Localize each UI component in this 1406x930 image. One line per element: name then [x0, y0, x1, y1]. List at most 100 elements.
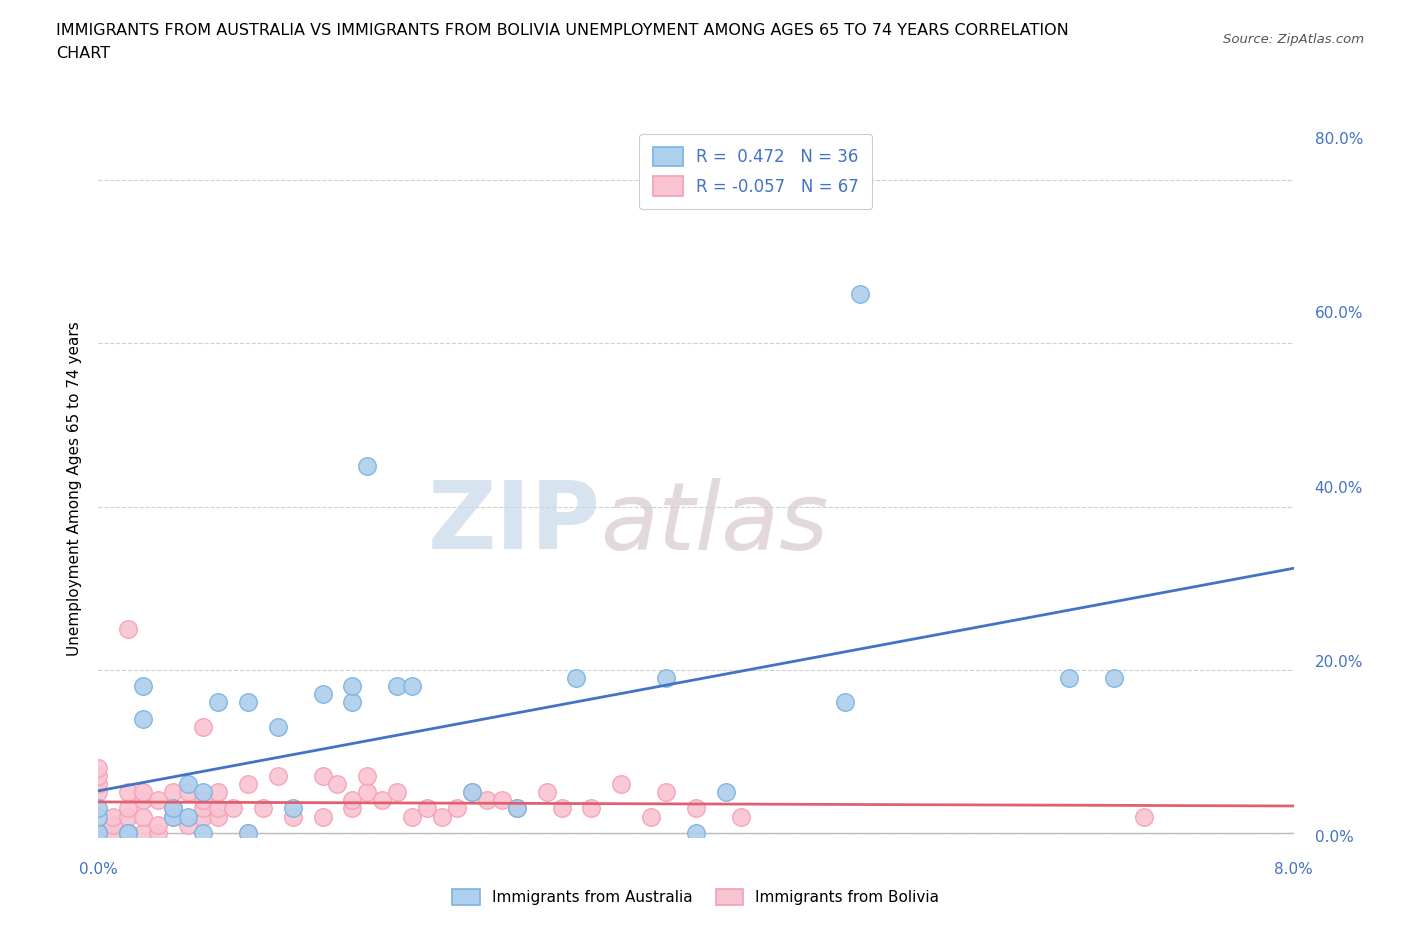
- Point: [610, 777, 633, 791]
- Point: [385, 679, 409, 694]
- Point: [834, 695, 856, 710]
- Point: [177, 809, 200, 824]
- Point: [356, 785, 378, 800]
- Point: [207, 801, 229, 816]
- Point: [311, 686, 333, 701]
- Point: [207, 695, 229, 710]
- Point: [430, 809, 453, 824]
- Point: [132, 809, 155, 824]
- Point: [236, 695, 259, 710]
- Point: [461, 785, 484, 800]
- Point: [281, 801, 304, 816]
- Point: [132, 679, 155, 694]
- Point: [117, 826, 139, 841]
- Legend: Immigrants from Australia, Immigrants from Bolivia: Immigrants from Australia, Immigrants fr…: [444, 882, 948, 913]
- Point: [103, 817, 125, 832]
- Point: [236, 777, 259, 791]
- Point: [87, 760, 110, 775]
- Point: [87, 785, 110, 800]
- Point: [385, 785, 409, 800]
- Point: [132, 785, 155, 800]
- Point: [191, 720, 214, 735]
- Point: [87, 801, 110, 816]
- Point: [236, 826, 259, 841]
- Point: [401, 809, 423, 824]
- Text: ZIP: ZIP: [427, 477, 600, 569]
- Y-axis label: Unemployment Among Ages 65 to 74 years: Unemployment Among Ages 65 to 74 years: [67, 321, 83, 656]
- Point: [117, 621, 139, 636]
- Point: [87, 826, 110, 841]
- Point: [191, 826, 214, 841]
- Point: [132, 826, 155, 841]
- Point: [356, 768, 378, 783]
- Point: [475, 793, 498, 808]
- Point: [446, 801, 468, 816]
- Point: [87, 826, 110, 841]
- Point: [177, 785, 200, 800]
- Point: [162, 785, 184, 800]
- Point: [87, 826, 110, 841]
- Point: [685, 801, 707, 816]
- Point: [162, 809, 184, 824]
- Point: [565, 671, 588, 685]
- Point: [222, 801, 245, 816]
- Point: [132, 793, 155, 808]
- Point: [148, 817, 170, 832]
- Point: [132, 711, 155, 726]
- Point: [281, 809, 304, 824]
- Text: Source: ZipAtlas.com: Source: ZipAtlas.com: [1223, 33, 1364, 46]
- Text: 8.0%: 8.0%: [1274, 862, 1313, 877]
- Point: [177, 817, 200, 832]
- Point: [849, 287, 872, 302]
- Point: [581, 801, 603, 816]
- Point: [177, 777, 200, 791]
- Point: [311, 768, 333, 783]
- Point: [655, 785, 678, 800]
- Point: [1133, 809, 1156, 824]
- Point: [536, 785, 558, 800]
- Point: [87, 768, 110, 783]
- Point: [506, 801, 529, 816]
- Point: [252, 801, 274, 816]
- Point: [207, 785, 229, 800]
- Point: [371, 793, 394, 808]
- Point: [1059, 671, 1081, 685]
- Point: [162, 809, 184, 824]
- Point: [87, 826, 110, 841]
- Point: [117, 826, 139, 841]
- Point: [117, 785, 139, 800]
- Point: [191, 793, 214, 808]
- Text: CHART: CHART: [56, 46, 110, 61]
- Text: atlas: atlas: [600, 478, 828, 568]
- Point: [87, 826, 110, 841]
- Point: [685, 826, 707, 841]
- Text: 20.0%: 20.0%: [1315, 655, 1362, 671]
- Point: [148, 793, 170, 808]
- Point: [103, 809, 125, 824]
- Point: [342, 695, 364, 710]
- Text: IMMIGRANTS FROM AUSTRALIA VS IMMIGRANTS FROM BOLIVIA UNEMPLOYMENT AMONG AGES 65 : IMMIGRANTS FROM AUSTRALIA VS IMMIGRANTS …: [56, 23, 1069, 38]
- Text: 60.0%: 60.0%: [1315, 306, 1362, 322]
- Point: [117, 801, 139, 816]
- Point: [356, 458, 378, 473]
- Point: [401, 679, 423, 694]
- Point: [87, 809, 110, 824]
- Point: [267, 720, 290, 735]
- Point: [191, 809, 214, 824]
- Point: [491, 793, 513, 808]
- Text: 0.0%: 0.0%: [1315, 830, 1354, 844]
- Point: [191, 785, 214, 800]
- Point: [191, 801, 214, 816]
- Point: [550, 801, 572, 816]
- Point: [342, 793, 364, 808]
- Point: [342, 801, 364, 816]
- Text: 40.0%: 40.0%: [1315, 481, 1362, 496]
- Point: [506, 801, 529, 816]
- Point: [326, 777, 349, 791]
- Point: [162, 801, 184, 816]
- Point: [730, 809, 752, 824]
- Point: [416, 801, 439, 816]
- Text: 80.0%: 80.0%: [1315, 132, 1362, 147]
- Point: [714, 785, 737, 800]
- Point: [655, 671, 678, 685]
